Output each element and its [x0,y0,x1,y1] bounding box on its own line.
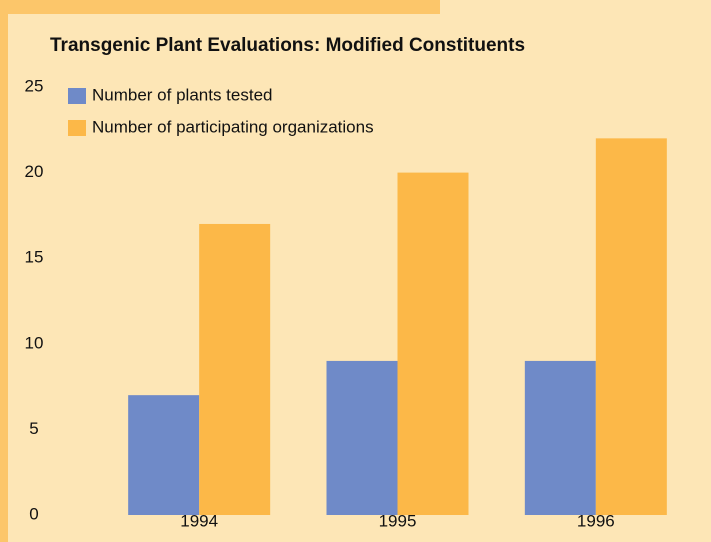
left-band [0,0,8,542]
y-tick-label: 20 [25,162,44,181]
y-tick-label: 25 [25,76,44,95]
y-tick-label: 15 [25,248,44,267]
bar [595,138,667,516]
bar [199,223,271,515]
legend-swatch [68,120,86,136]
x-tick-label: 1995 [379,511,417,530]
bar [397,172,469,515]
legend-label: Number of plants tested [92,85,272,104]
bar [524,360,596,515]
legend-label: Number of participating organizations [92,117,374,136]
legend-swatch [68,88,86,104]
chart-title: Transgenic Plant Evaluations: Modified C… [50,35,525,56]
bar [128,395,200,515]
y-tick-label: 10 [25,333,44,352]
bar [326,360,398,515]
y-tick-label: 0 [29,504,38,523]
top-band [0,0,440,14]
x-tick-label: 1994 [180,511,218,530]
y-tick-label: 5 [29,419,38,438]
x-tick-label: 1996 [577,511,615,530]
